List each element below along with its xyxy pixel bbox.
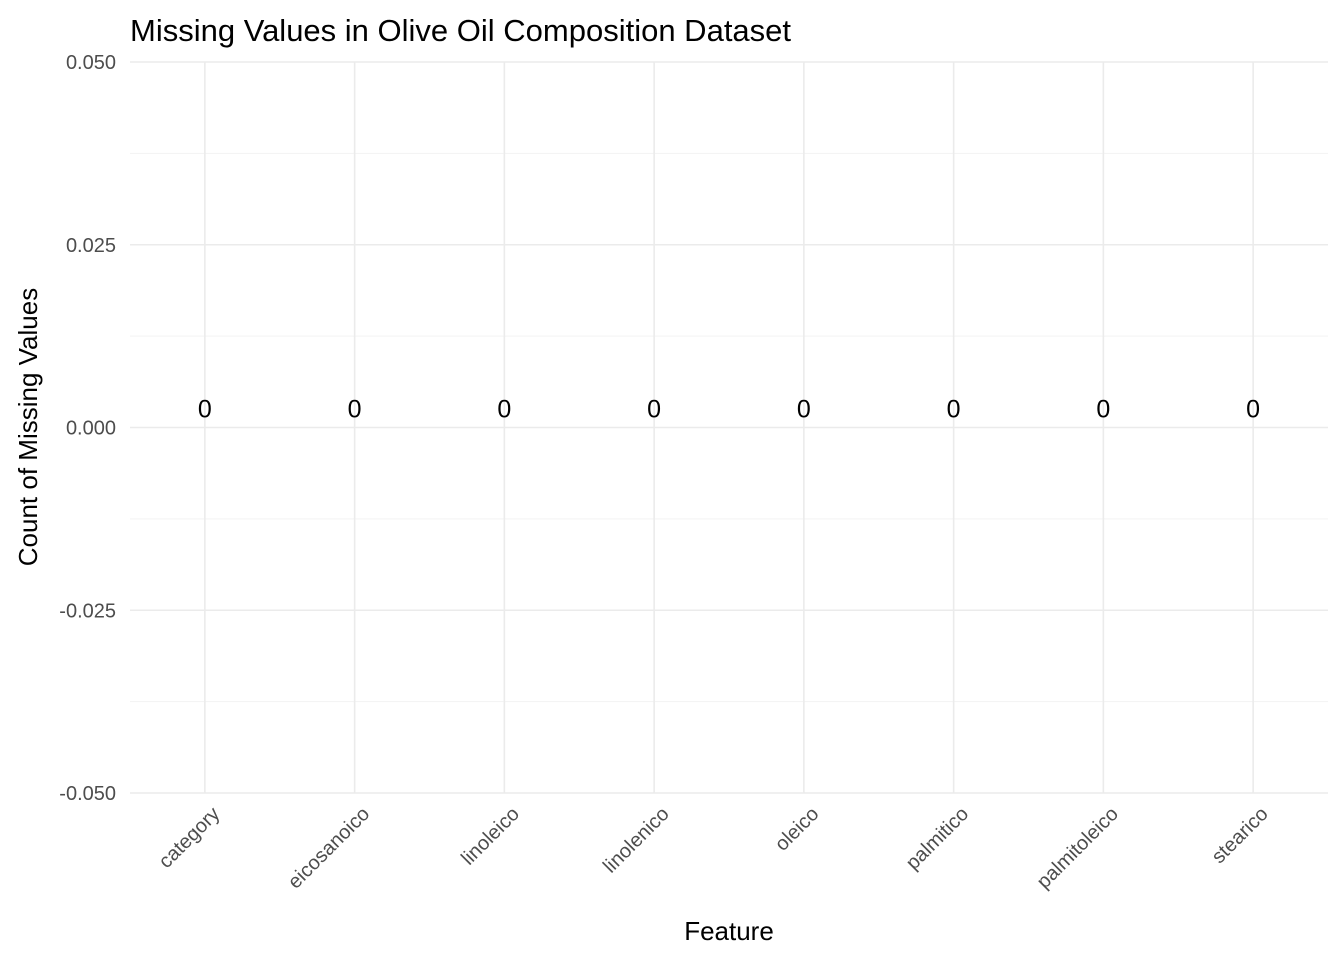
x-tick-label-linoleico: linoleico: [457, 803, 524, 870]
x-tick-label-stearico: stearico: [1208, 803, 1273, 868]
data-label-stearico: 0: [1246, 396, 1260, 424]
x-tick-label-linolenico: linolenico: [599, 803, 674, 878]
y-tick-label: -0.050: [59, 783, 116, 805]
y-axis-title: Count of Missing Values: [13, 288, 43, 566]
x-tick-label-palmitoleico: palmitoleico: [1033, 803, 1123, 893]
data-label-oleico: 0: [797, 396, 811, 424]
x-axis-ticks: category eicosanoico linoleico linolenico ol…: [155, 803, 1273, 893]
y-tick-label: 0.050: [66, 52, 116, 74]
y-tick-label: 0.025: [66, 235, 116, 257]
y-tick-label: -0.025: [59, 600, 116, 622]
data-label-linolenico: 0: [647, 396, 661, 424]
data-label-palmitoleico: 0: [1096, 396, 1110, 424]
x-tick-label-category: category: [155, 803, 225, 873]
y-axis-ticks: -0.050 -0.025 0.000 0.025 0.050: [59, 52, 116, 805]
data-labels: 0 0 0 0 0 0 0 0: [198, 396, 1260, 424]
y-tick-label: 0.000: [66, 418, 116, 440]
x-tick-label-eicosanoico: eicosanoico: [284, 803, 374, 893]
x-axis-title: Feature: [684, 916, 774, 946]
data-label-category: 0: [198, 396, 212, 424]
data-label-linoleico: 0: [497, 396, 511, 424]
x-tick-label-palmitico: palmitico: [902, 803, 973, 874]
data-label-eicosanoico: 0: [348, 396, 362, 424]
data-label-palmitico: 0: [947, 396, 961, 424]
grid: [130, 61, 1328, 794]
x-tick-label-oleico: oleico: [771, 803, 824, 856]
chart-title: Missing Values in Olive Oil Composition …: [130, 13, 791, 48]
